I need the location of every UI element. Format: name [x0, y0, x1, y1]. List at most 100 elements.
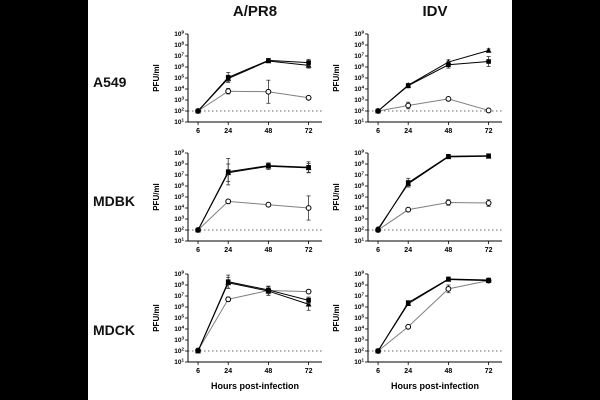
x-tick-label: 48 — [265, 368, 273, 375]
y-tick-label: 103 — [174, 95, 184, 104]
marker-filled-square — [306, 164, 311, 170]
series-line — [197, 59, 309, 111]
marker-open-circle — [405, 206, 412, 213]
x-tick-label: 48 — [265, 247, 273, 254]
chart-mdck-idv: 109 108 107 106 105 104 103 102 101 6 24 48 72 PFU/ml… — [332, 266, 512, 394]
y-tick-label: 105 — [174, 73, 184, 82]
y-tick-label: 103 — [174, 214, 184, 223]
y-tick-label: 107 — [174, 292, 184, 301]
series-open-circle — [375, 277, 492, 354]
y-tick-label: 108 — [354, 40, 364, 49]
marker-filled-square — [266, 162, 271, 168]
y-axis-title: PFU/ml — [332, 64, 341, 92]
y-tick-label: 104 — [354, 325, 364, 334]
x-tick-label: 24 — [224, 128, 232, 135]
series-open-circle — [375, 95, 492, 114]
series-line — [377, 154, 489, 230]
y-tick-label: 101 — [174, 358, 184, 367]
series-filled-square — [195, 274, 311, 354]
series-line — [377, 201, 489, 230]
x-tick-label: 48 — [445, 247, 453, 254]
y-tick-label: 107 — [174, 51, 184, 60]
series-line — [377, 97, 489, 111]
x-tick-label: 72 — [305, 368, 313, 375]
marker-open-circle — [305, 94, 312, 101]
marker-filled-square — [486, 277, 491, 283]
marker-filled-square — [195, 348, 201, 354]
y-tick-label: 103 — [354, 214, 364, 223]
x-tick-label: 6 — [376, 247, 380, 254]
series-open-circle — [195, 79, 312, 114]
series-line — [377, 49, 489, 111]
y-tick-label: 106 — [174, 181, 184, 190]
marker-filled-square — [446, 276, 451, 282]
marker-open-circle — [485, 107, 492, 113]
series-open-circle — [375, 198, 492, 233]
x-tick-label: 48 — [265, 128, 273, 135]
y-tick-label: 102 — [174, 106, 184, 115]
y-tick-label: 102 — [354, 347, 364, 356]
y-tick-label: 109 — [354, 270, 364, 279]
series-line — [197, 282, 309, 352]
marker-open-circle — [405, 102, 412, 108]
y-tick-label: 107 — [174, 170, 184, 179]
y-tick-label: 101 — [354, 117, 364, 126]
marker-open-circle — [445, 285, 452, 292]
row-label-mdck: MDCK — [93, 322, 135, 338]
x-axis-title: Hours post-infection — [391, 381, 479, 391]
chart-mdbk-idv: 109 108 107 106 105 104 103 102 101 6 24 48 72 PFU/ml — [332, 145, 512, 257]
series-filled-square — [195, 57, 311, 113]
chart-svg-mdbk-apr8: 109 108 107 106 105 104 103 102 101 6 24 48 72 PFU/ml — [152, 148, 322, 254]
x-tick-label: 24 — [404, 368, 412, 375]
y-tick-label: 106 — [354, 181, 364, 190]
series-filled-triangle — [195, 276, 312, 354]
y-tick-label: 108 — [174, 281, 184, 290]
series-filled-triangle — [375, 152, 492, 231]
marker-filled-square — [375, 108, 381, 113]
y-tick-label: 104 — [174, 84, 184, 93]
y-tick-label: 102 — [174, 347, 184, 356]
x-tick-label: 72 — [305, 247, 313, 254]
y-tick-label: 109 — [174, 29, 184, 38]
chart-svg-a549-apr8: 109 108 107 106 105 104 103 102 101 6 24 48 72 PFU/ml — [152, 29, 322, 135]
series-line — [377, 280, 489, 352]
series-line — [197, 289, 309, 351]
series-line — [377, 60, 489, 111]
y-tick-label: 104 — [354, 203, 364, 212]
marker-filled-square — [266, 57, 271, 63]
marker-filled-square — [266, 287, 271, 293]
series-line — [197, 281, 309, 352]
series-filled-square — [375, 55, 491, 113]
y-tick-label: 106 — [174, 62, 184, 71]
y-tick-label: 108 — [354, 281, 364, 290]
marker-filled-square — [375, 227, 381, 232]
marker-filled-square — [195, 227, 201, 232]
y-tick-label: 104 — [174, 325, 184, 334]
y-tick-label: 105 — [354, 73, 364, 82]
marker-filled-square — [195, 108, 201, 113]
y-tick-label: 104 — [174, 203, 184, 212]
x-tick-label: 6 — [196, 247, 200, 254]
marker-open-circle — [265, 88, 272, 95]
series-open-circle — [195, 287, 312, 354]
y-tick-label: 102 — [354, 106, 364, 115]
y-tick-label: 107 — [354, 51, 364, 60]
marker-open-circle — [305, 204, 312, 211]
chart-row-mdck: MDCK 109 108 107 106 105 104 103 102 101 6 24 48 72 P… — [88, 260, 512, 400]
row-label-a549: A549 — [93, 73, 127, 90]
marker-filled-square — [306, 59, 311, 65]
x-tick-label: 6 — [376, 128, 380, 135]
series-filled-square — [375, 152, 491, 232]
series-line — [197, 200, 309, 230]
marker-filled-triangle — [485, 46, 492, 53]
column-header-row: A/PR8 IDV — [88, 0, 512, 22]
figure-panel: A/PR8 IDV A549 109 108 107 106 105 104 103 102 1… — [88, 0, 512, 400]
y-tick-label: 105 — [354, 314, 364, 323]
y-tick-label: 108 — [174, 159, 184, 168]
x-tick-label: 24 — [224, 368, 232, 375]
marker-filled-square — [446, 153, 451, 159]
series-line — [377, 155, 489, 229]
x-tick-label: 24 — [404, 128, 412, 135]
chart-svg-mdck-apr8: 109 108 107 106 105 104 103 102 101 6 24 48 72 PFU/ml… — [152, 270, 322, 391]
marker-open-circle — [445, 199, 452, 205]
